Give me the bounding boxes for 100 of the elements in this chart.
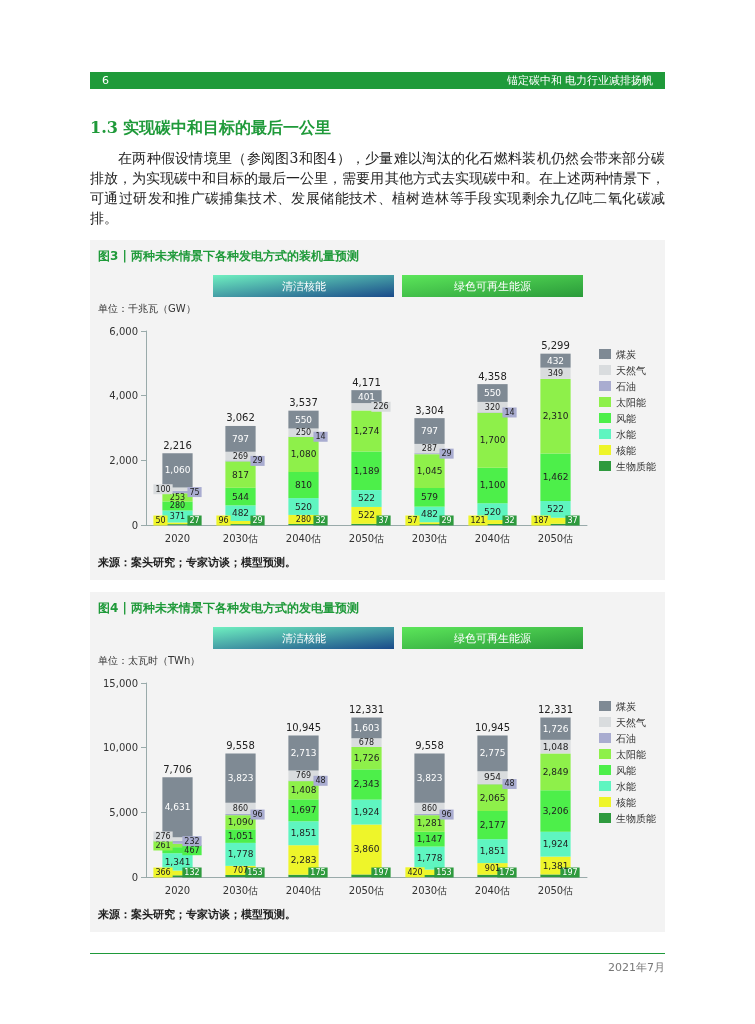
data-label: 287 bbox=[421, 444, 438, 454]
data-label: 520 bbox=[483, 506, 502, 517]
x-tick-label: 2050估 bbox=[537, 532, 574, 544]
data-label: 4,631 bbox=[164, 802, 191, 813]
legend-label: 石油 bbox=[616, 732, 636, 744]
text: 6 bbox=[102, 74, 109, 87]
data-label: 544 bbox=[231, 491, 250, 502]
data-label: 29 bbox=[441, 516, 452, 525]
x-tick-label: 2030估 bbox=[411, 532, 448, 544]
data-label: 1,080 bbox=[290, 449, 317, 460]
data-label: 1,726 bbox=[542, 723, 569, 734]
data-label: 467 bbox=[184, 845, 200, 855]
data-label: 57 bbox=[407, 516, 418, 525]
data-label: 1,341 bbox=[164, 856, 191, 867]
legend-label: 风能 bbox=[616, 764, 636, 776]
text: 1.3 实现碳中和目标的最后一公里 bbox=[90, 118, 332, 139]
data-label: 100 bbox=[155, 484, 171, 494]
data-label: 1,090 bbox=[227, 817, 254, 828]
data-label: 226 bbox=[373, 402, 389, 412]
legend-label: 生物质能 bbox=[616, 812, 656, 824]
data-label: 432 bbox=[546, 355, 565, 366]
data-label: 3,823 bbox=[416, 773, 443, 784]
data-label: 1,147 bbox=[416, 834, 443, 845]
data-label: 2,283 bbox=[290, 854, 317, 865]
data-label: 860 bbox=[232, 803, 249, 813]
x-tick-label: 2040估 bbox=[474, 884, 511, 896]
data-label: 153 bbox=[247, 868, 263, 877]
data-label: 1,189 bbox=[353, 465, 380, 476]
data-label: 1,851 bbox=[479, 846, 506, 857]
data-label: 349 bbox=[547, 368, 564, 378]
data-label: 1,697 bbox=[290, 805, 317, 816]
data-label: 797 bbox=[231, 433, 250, 444]
data-label: 579 bbox=[420, 492, 439, 503]
data-label: 48 bbox=[315, 776, 326, 786]
total-label: 3,537 bbox=[289, 397, 318, 409]
data-label: 1,924 bbox=[542, 839, 569, 850]
data-label: 269 bbox=[232, 451, 249, 461]
data-label: 232 bbox=[184, 836, 200, 846]
data-label: 1,281 bbox=[416, 818, 443, 829]
data-label: 2,713 bbox=[290, 748, 317, 758]
data-label: 1,726 bbox=[353, 753, 380, 764]
data-label: 3,823 bbox=[227, 773, 254, 784]
data-label: 797 bbox=[420, 426, 439, 437]
data-label: 2,177 bbox=[479, 820, 506, 831]
data-label: 37 bbox=[378, 516, 389, 525]
data-label: 1,045 bbox=[416, 466, 443, 477]
data-label: 420 bbox=[407, 867, 423, 877]
data-label: 175 bbox=[499, 868, 515, 877]
data-label: 1,274 bbox=[353, 426, 380, 437]
data-label: 1,778 bbox=[227, 849, 254, 860]
x-tick-label: 2040估 bbox=[474, 532, 511, 544]
data-label: 96 bbox=[252, 810, 263, 820]
source-note: 来源：案头研究；专家访谈；模型预测。 bbox=[97, 907, 297, 923]
total-label: 7,706 bbox=[163, 763, 192, 775]
total-label: 9,558 bbox=[226, 739, 255, 751]
x-tick-label: 2050估 bbox=[537, 884, 574, 896]
text: 2021年7月 bbox=[608, 960, 665, 975]
data-label: 175 bbox=[310, 868, 326, 877]
legend-label: 煤炭 bbox=[616, 700, 636, 712]
total-label: 5,299 bbox=[541, 340, 570, 352]
chart-title: 图4 | 两种未来情景下各种发电方式的发电量预测 bbox=[97, 600, 361, 617]
data-label: 1,408 bbox=[290, 785, 317, 796]
total-label: 12,331 bbox=[538, 704, 573, 716]
data-label: 1,924 bbox=[353, 807, 380, 818]
total-label: 12,331 bbox=[349, 704, 384, 716]
text: 锚定碳中和 电力行业减排扬帆 bbox=[506, 73, 653, 88]
x-tick-label: 2020 bbox=[164, 532, 191, 544]
y-tick-label: 0 bbox=[131, 519, 138, 531]
data-label: 522 bbox=[546, 504, 565, 515]
data-label: 769 bbox=[295, 771, 312, 781]
data-label: 280 bbox=[169, 501, 186, 511]
text: 在两种假设情境里（参阅图3和图4），少量难以淘汰的化石燃料装机仍然会带来部分碳排放，为实现碳中和目标的最后一公里，需要用其他方式去实现碳中和。在上述两种情景下，可通过研发和推广碳捕集技术、发展储能技术、植树造林等手段实现剩余九亿吨二氧化碳减排。 bbox=[90, 149, 665, 228]
legend-label: 天然气 bbox=[616, 364, 646, 376]
text: 绿色可再生能源 bbox=[454, 631, 531, 645]
legend-label: 核能 bbox=[615, 796, 636, 808]
text: 绿色可再生能源 bbox=[454, 279, 531, 293]
y-tick-label: 5,000 bbox=[109, 806, 138, 818]
data-label: 276 bbox=[155, 831, 171, 841]
total-label: 2,216 bbox=[163, 439, 192, 451]
total-label: 9,558 bbox=[415, 739, 444, 751]
legend-label: 太阳能 bbox=[616, 748, 646, 760]
data-label: 2,775 bbox=[479, 748, 506, 759]
x-tick-label: 2050估 bbox=[348, 532, 385, 544]
total-label: 3,062 bbox=[226, 412, 255, 424]
data-label: 522 bbox=[357, 510, 376, 521]
text: 清洁核能 bbox=[281, 279, 326, 293]
data-label: 371 bbox=[169, 512, 186, 522]
y-tick-label: 10,000 bbox=[103, 742, 138, 754]
data-label: 1,051 bbox=[227, 831, 254, 842]
data-label: 3,860 bbox=[353, 844, 380, 855]
total-label: 4,171 bbox=[352, 376, 381, 388]
data-label: 48 bbox=[504, 779, 515, 789]
total-label: 4,358 bbox=[478, 370, 507, 382]
data-label: 901 bbox=[484, 864, 501, 874]
data-label: 121 bbox=[470, 516, 486, 525]
data-label: 96 bbox=[218, 516, 229, 525]
data-label: 50 bbox=[155, 516, 166, 525]
text: 清洁核能 bbox=[281, 631, 326, 645]
y-tick-label: 15,000 bbox=[103, 677, 138, 689]
data-label: 366 bbox=[155, 868, 171, 877]
